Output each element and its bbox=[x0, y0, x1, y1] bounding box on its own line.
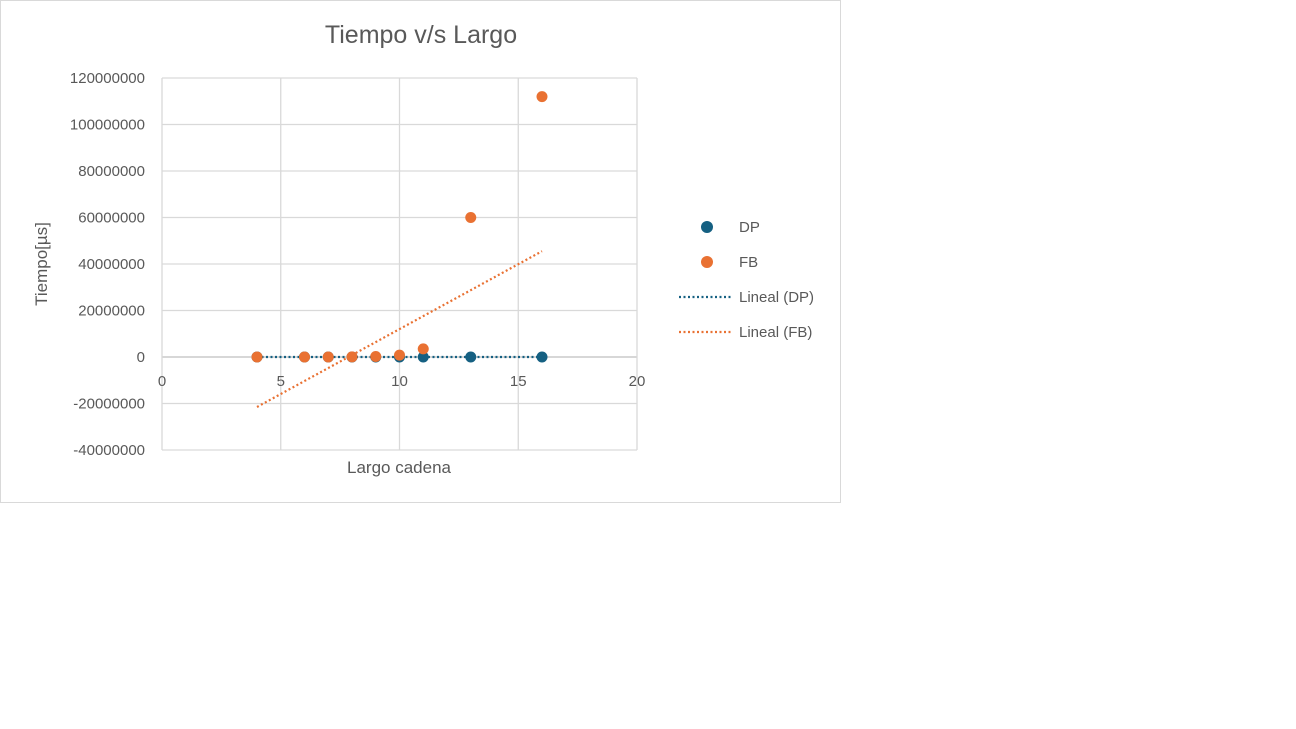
point-fb bbox=[394, 349, 405, 361]
trendline-lineal-fb- bbox=[256, 250, 543, 408]
point-fb bbox=[322, 351, 334, 363]
point-dp bbox=[536, 351, 548, 363]
y-tick-label: -40000000 bbox=[73, 442, 145, 459]
y-tick-label: 60000000 bbox=[78, 210, 145, 227]
trendlines bbox=[256, 250, 543, 408]
legend-trend-label: Lineal (DP) bbox=[739, 289, 814, 306]
point-fb bbox=[299, 351, 310, 363]
x-tick-label: 0 bbox=[158, 373, 166, 390]
y-tick-label: 20000000 bbox=[78, 303, 145, 320]
y-tick-label: 80000000 bbox=[78, 163, 145, 180]
x-tick-labels: 0 5 10 15 20 bbox=[158, 373, 646, 390]
point-dp bbox=[465, 351, 477, 363]
y-tick-label: 100000000 bbox=[70, 117, 145, 134]
legend-label-fb: FB bbox=[739, 254, 758, 271]
chart-title: Tiempo v/s Largo bbox=[325, 21, 517, 49]
grid-lines bbox=[161, 77, 638, 451]
point-fb bbox=[465, 212, 477, 223]
x-tick-label: 15 bbox=[510, 373, 527, 390]
point-fb bbox=[346, 351, 358, 363]
point-fb bbox=[417, 343, 429, 355]
x-tick-label: 10 bbox=[391, 373, 408, 390]
legend-label-dp: DP bbox=[739, 219, 760, 236]
scatter-chart: Tiempo v/s Largo -40000000-2000000002000… bbox=[32, 21, 814, 477]
point-fb bbox=[536, 91, 548, 103]
y-tick-label: 120000000 bbox=[70, 70, 145, 87]
point-fb bbox=[251, 351, 263, 363]
legend-trend-label: Lineal (FB) bbox=[739, 324, 812, 341]
legend-marker-dp bbox=[701, 221, 713, 233]
y-tick-label: 40000000 bbox=[78, 256, 145, 273]
x-tick-label: 20 bbox=[629, 373, 646, 390]
y-tick-labels: -40000000 -20000000 0 20000000 40000000 60000… bbox=[70, 70, 145, 459]
point-dp bbox=[417, 351, 429, 363]
x-axis-title: Largo cadena bbox=[347, 458, 452, 477]
y-tick-label: -20000000 bbox=[73, 396, 145, 413]
chart-area: Tiempo v/s Largo -40000000 -20000000 0 2000… bbox=[0, 0, 841, 503]
legend: DP FB Lineal (DP) Lineal (FB) bbox=[679, 219, 814, 341]
y-axis-title: Tiempo[µs] bbox=[32, 222, 51, 306]
data-points bbox=[251, 91, 548, 363]
y-tick-label: 0 bbox=[137, 349, 145, 366]
point-fb bbox=[370, 351, 382, 363]
legend-marker-fb bbox=[701, 256, 713, 268]
x-tick-label: 5 bbox=[277, 373, 285, 390]
